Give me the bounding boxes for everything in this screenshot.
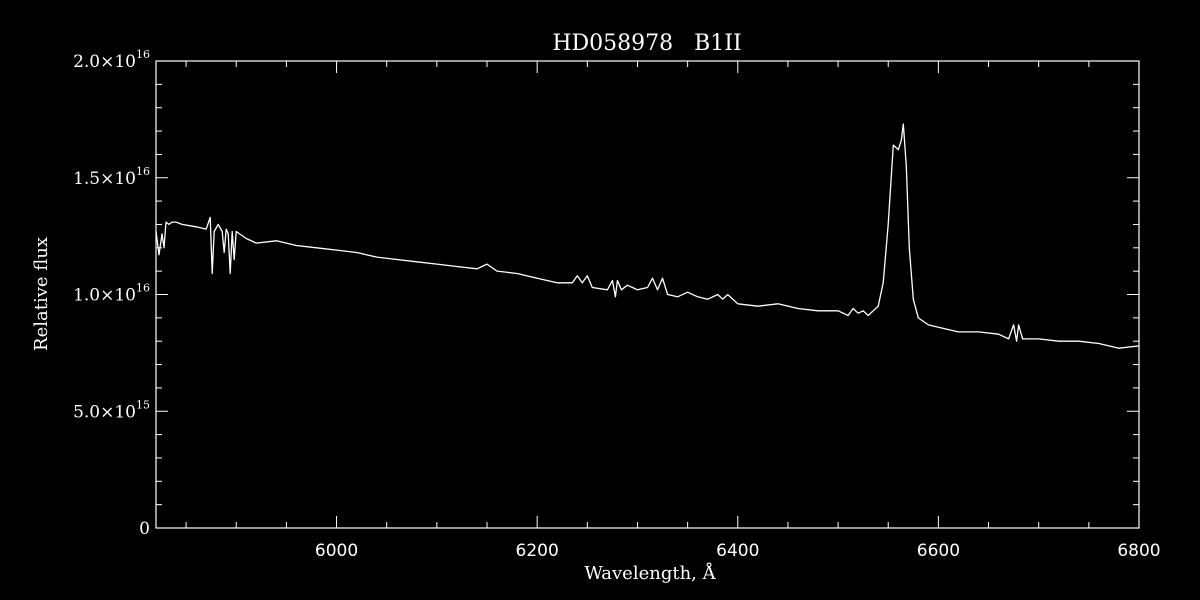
y-tick-exponent: 16 bbox=[136, 48, 150, 61]
chart-title: HD058978 B1II bbox=[552, 31, 741, 56]
y-tick-label: 1.5×1016 bbox=[73, 165, 150, 189]
y-tick-mantissa: 1.5×10 bbox=[73, 169, 136, 189]
y-tick-label: 1.0×1016 bbox=[73, 282, 150, 306]
y-tick-mantissa: 5.0×10 bbox=[73, 402, 136, 422]
spectrum-line bbox=[155, 123, 1140, 349]
plot-frame bbox=[155, 60, 1140, 529]
plot-axes bbox=[155, 60, 1140, 529]
x-tick-label: 6600 bbox=[917, 541, 960, 561]
x-tick-label: 6800 bbox=[1117, 541, 1160, 561]
x-tick-label: 6000 bbox=[315, 541, 358, 561]
y-tick-mantissa: 1.0×10 bbox=[73, 286, 136, 306]
y-tick-exponent: 16 bbox=[136, 165, 150, 178]
y-tick-exponent: 16 bbox=[136, 282, 150, 295]
x-tick-labels: 6000 6200 6400 6600 6800 bbox=[315, 541, 1161, 561]
y-tick-label: 0 bbox=[139, 519, 150, 539]
x-axis-label: Wavelength, Å bbox=[584, 562, 716, 584]
y-axis-label: Relative flux bbox=[31, 237, 52, 351]
y-tick-exponent: 15 bbox=[136, 398, 150, 411]
x-tick-label: 6400 bbox=[716, 541, 759, 561]
y-tick-mantissa: 0 bbox=[139, 519, 150, 539]
y-tick-label: 2.0×1016 bbox=[73, 48, 150, 72]
y-tick-mantissa: 2.0×10 bbox=[73, 52, 136, 72]
tick-marks bbox=[156, 60, 1140, 529]
y-tick-label: 5.0×1015 bbox=[73, 398, 150, 422]
x-tick-label: 6200 bbox=[516, 541, 559, 561]
